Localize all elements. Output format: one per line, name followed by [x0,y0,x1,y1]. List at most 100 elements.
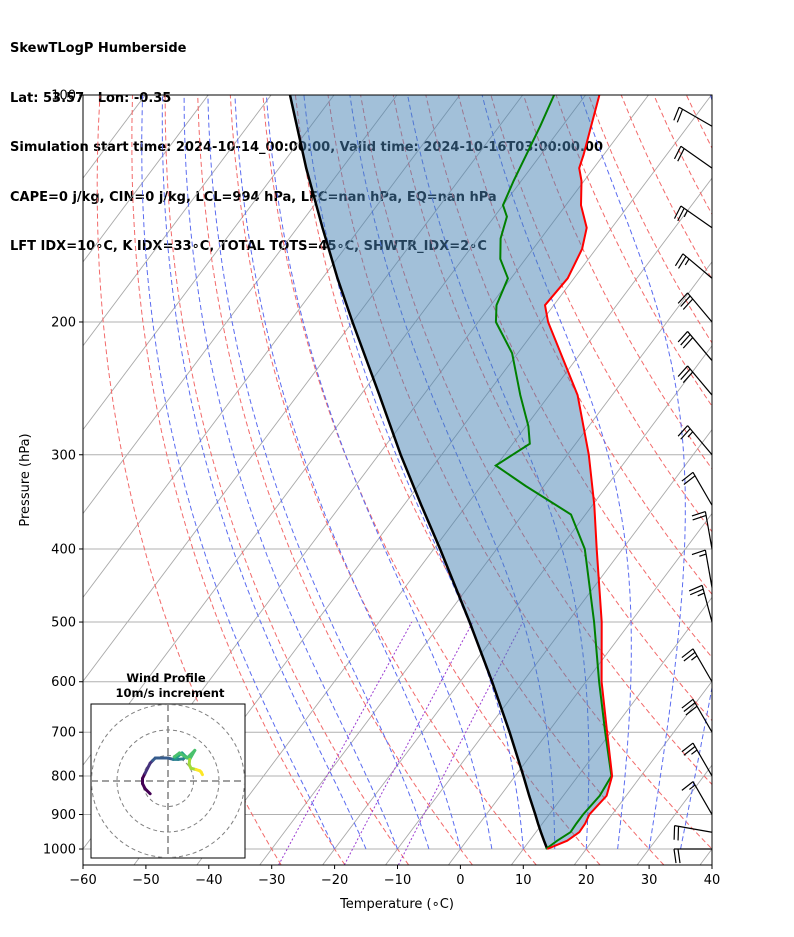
barb-feather [681,698,694,709]
wind-barb [681,742,713,777]
barb-feather [677,331,689,343]
wind-barb [681,471,713,506]
mixing-ratio-line [278,621,413,865]
isotherm [699,848,712,865]
moist-adiabat [207,95,430,850]
barb-feather [673,106,680,121]
temperature-line [543,95,614,850]
wind-barb [677,425,713,456]
y-tick-label: 600 [51,675,76,690]
barb-feather [692,514,707,521]
barb-feather [677,848,681,864]
moist-adiabat [711,846,712,849]
barb-feather [677,365,689,377]
barb-feather [685,705,698,716]
y-axis-label: Pressure (hPa) [18,433,33,526]
moist-adiabat [234,95,461,850]
dry-adiabat [490,95,712,533]
barb-feather [691,549,706,556]
barb-half-feather [684,258,690,266]
barb-feather [680,368,691,380]
x-tick-label: 0 [456,873,464,888]
dry-adiabat [523,95,712,470]
x-tick-label: −40 [195,873,222,888]
barb-feather [677,256,687,269]
wind-barb [681,648,713,683]
barb-shaft [692,742,713,777]
x-tick-label: −10 [384,873,411,888]
barb-feather [681,648,694,659]
barb-shaft [692,472,713,506]
moist-adiabat [183,95,398,850]
y-tick-label: 100 [51,89,76,104]
barb-half-feather [683,210,688,218]
x-tick-label: 20 [578,873,595,888]
barb-feather [676,108,684,123]
location-line: Lat: 53.57 Lon: -0.35 [10,90,172,106]
y-tick-label: 300 [51,448,76,463]
barb-shaft [678,106,713,127]
dewpoint-line [493,95,613,850]
moist-adiabat [141,95,336,850]
barb-feather [680,295,691,307]
barb-shaft [687,425,713,456]
barb-half-feather [699,553,707,557]
barb-feather [682,337,694,349]
moist-adiabat [481,95,632,850]
dry-adiabat [96,95,282,865]
moist-adiabat [580,95,686,850]
barb-feather [683,475,696,485]
profile-lines [288,95,614,850]
hodograph-segment [177,751,189,760]
y-tick-label: 200 [51,315,76,330]
barb-shaft [701,585,713,623]
y-tick-label: 900 [51,808,76,823]
barb-shaft [692,699,713,733]
barb-feather [682,371,694,384]
barb-feather [677,425,689,437]
profile-clip [288,95,614,850]
barb-feather [673,848,677,864]
wind-barb [673,106,713,127]
barb-shaft [680,145,713,169]
isotherm [83,95,335,431]
dry-adiabat [131,95,346,865]
hodograph-segment [199,770,204,777]
chart-title: SkewTLogP Humberside [10,41,187,56]
wind-barb [673,145,713,169]
barb-feather [673,146,682,160]
axis-ticks: −60 −50 −40 −30 −20 −10 0 10 20 30 40 1000 900 800 700… [43,89,720,889]
barb-feather [681,781,694,791]
barb-feather [677,148,685,162]
wind-barb [677,292,713,323]
x-tick-label: −60 [69,873,96,888]
mixing-ratio-line [343,621,474,865]
x-tick-label: 40 [704,873,721,888]
dry-adiabat [197,95,473,865]
barb-feather [674,253,684,267]
x-tick-label: −30 [258,873,285,888]
y-tick-label: 1000 [43,843,76,858]
barb-feather [691,510,706,517]
barb-shaft [674,825,713,833]
barb-feather [681,471,694,482]
wind-barb [673,825,713,841]
wind-barb [674,253,713,279]
barb-feather [677,208,685,222]
isotherm [83,95,398,515]
barb-shaft [680,205,713,229]
dry-adiabat [262,95,601,865]
y-tick-label: 500 [51,616,76,631]
isotherm [763,95,794,865]
barb-half-feather [691,749,698,755]
hodograph-title: Wind Profile [126,671,206,685]
barb-feather [680,334,691,346]
barb-shaft [687,292,713,323]
barb-feather [682,298,694,310]
isotherm [83,95,272,347]
barb-feather [683,651,696,662]
barb-shaft [692,648,713,683]
x-tick-label: 30 [641,873,658,888]
y-tick-label: 700 [51,726,76,741]
moist-adiabat [680,95,712,850]
